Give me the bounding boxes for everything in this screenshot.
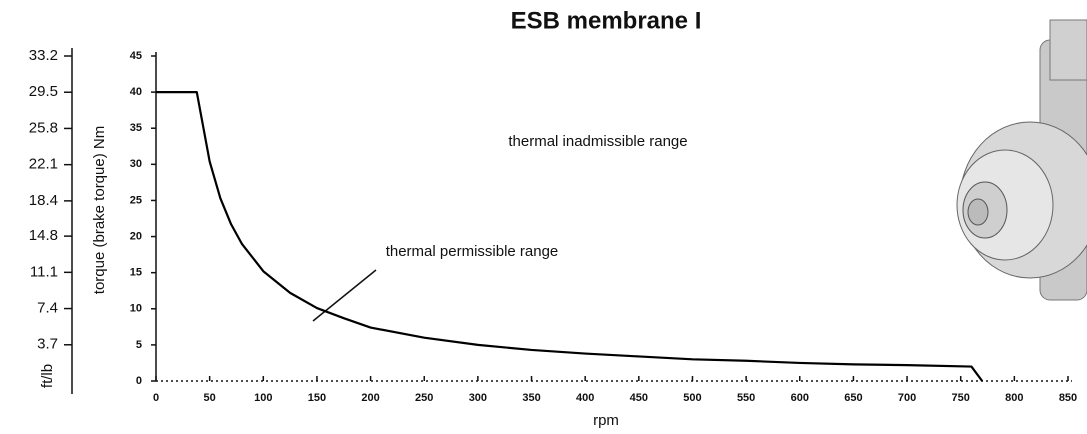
y2-tick-label: 14.8 [29, 227, 58, 244]
annotation: thermal inadmissible range [508, 133, 687, 150]
y-tick-label: 0 [136, 375, 142, 387]
y2-tick-label: 11.1 [30, 263, 58, 280]
x-tick-label: 100 [254, 392, 272, 404]
x-tick-label: 50 [204, 392, 216, 404]
y-tick-label: 10 [130, 303, 142, 315]
x-tick-label: 0 [153, 392, 159, 404]
y-tick-label: 40 [130, 86, 142, 98]
x-tick-label: 500 [683, 392, 701, 404]
y2-axis-label: ft/lb [39, 364, 56, 388]
x-tick-label: 200 [361, 392, 379, 404]
y2-tick-label: 3.7 [37, 336, 58, 353]
x-tick-label: 450 [630, 392, 648, 404]
chart-title: ESB membrane I [511, 7, 702, 34]
x-tick-label: 700 [898, 392, 916, 404]
x-tick-label: 550 [737, 392, 755, 404]
x-tick-label: 750 [952, 392, 970, 404]
y-tick-label: 30 [130, 158, 142, 170]
y2-tick-label: 22.1 [29, 156, 58, 173]
x-tick-label: 250 [415, 392, 433, 404]
x-tick-label: 350 [522, 392, 540, 404]
y-tick-label: 5 [136, 339, 142, 351]
x-tick-label: 300 [469, 392, 487, 404]
x-tick-label: 800 [1005, 392, 1023, 404]
y-tick-label: 35 [130, 122, 142, 134]
product-image [956, 19, 1087, 301]
x-axis-label: rpm [593, 412, 619, 429]
x-tick-label: 150 [308, 392, 326, 404]
y2-tick-label: 29.5 [29, 83, 58, 100]
x-tick-label: 850 [1059, 392, 1077, 404]
leader-line [312, 269, 377, 322]
annotation: thermal permissible range [386, 243, 559, 260]
y2-tick-label: 25.8 [29, 119, 58, 136]
x-tick-label: 650 [844, 392, 862, 404]
y2-tick-label: 18.4 [29, 192, 58, 209]
y-tick-label: 15 [130, 267, 142, 279]
y-tick-label: 25 [130, 194, 142, 206]
data-line [156, 91, 984, 382]
x-tick-label: 600 [791, 392, 809, 404]
x-tick-label: 400 [576, 392, 594, 404]
y-tick-label: 20 [130, 230, 142, 242]
y-axis-label: torque (brake torque) Nm [91, 126, 108, 294]
y2-tick-label: 7.4 [37, 300, 58, 317]
y-tick-label: 45 [130, 50, 142, 62]
y2-tick-label: 33.2 [29, 47, 58, 64]
